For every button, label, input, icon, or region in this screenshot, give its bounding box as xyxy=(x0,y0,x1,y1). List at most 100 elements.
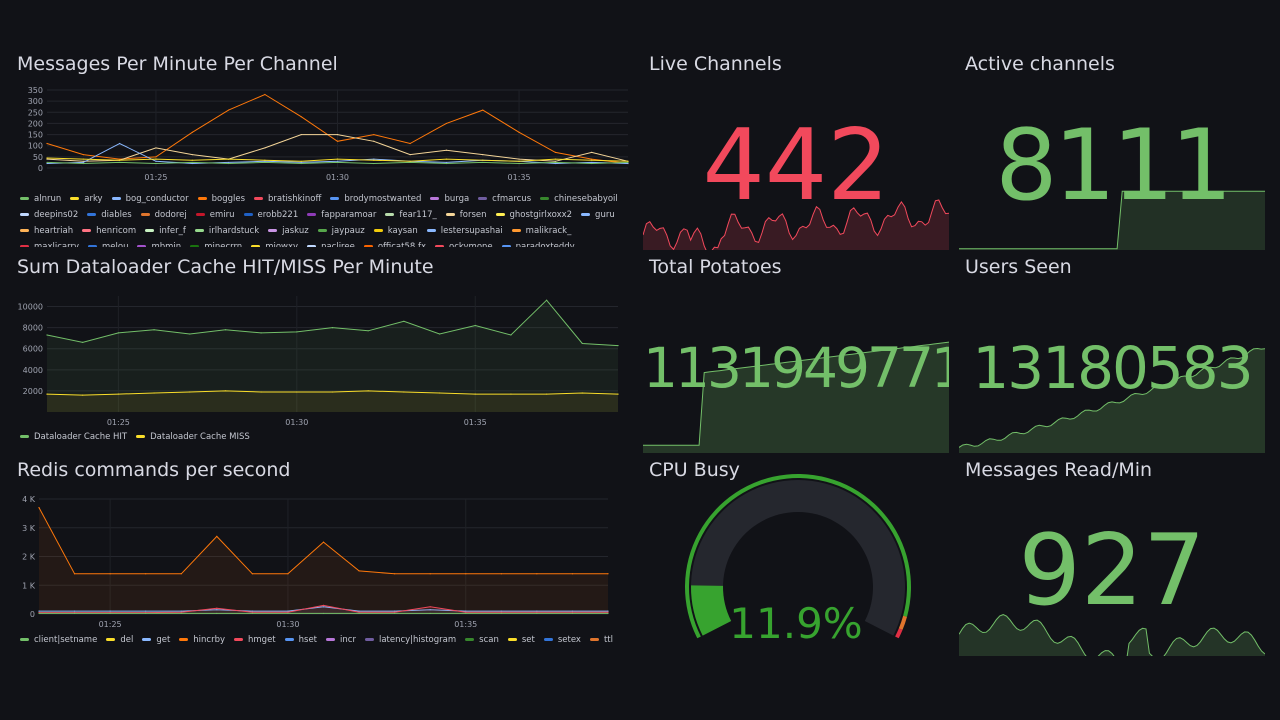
cpu-busy-panel[interactable]: CPU Busy 11.9% xyxy=(643,459,949,656)
legend-item[interactable]: ockymone xyxy=(435,239,493,247)
legend-swatch xyxy=(20,638,29,641)
legend-item[interactable]: brodymostwanted xyxy=(330,191,421,207)
legend-label: setex xyxy=(557,635,581,645)
data-point xyxy=(409,154,411,156)
legend-item[interactable]: set xyxy=(507,632,535,648)
legend-item[interactable]: erobb221 xyxy=(243,207,298,223)
legend-item[interactable]: bog_conductor xyxy=(111,191,189,207)
legend-item[interactable]: alnrun xyxy=(20,191,61,207)
legend-item[interactable]: nacliree xyxy=(307,239,355,247)
data-point xyxy=(373,133,375,136)
legend-item[interactable]: del xyxy=(106,632,133,648)
data-point xyxy=(300,160,302,162)
legend-item[interactable]: arky xyxy=(70,191,103,207)
users-seen-panel[interactable]: Users Seen 13180583 xyxy=(959,256,1265,453)
legend-item[interactable]: miowxy xyxy=(251,239,298,247)
legend-item[interactable]: Dataloader Cache HIT xyxy=(20,429,127,445)
legend-item[interactable]: chinesebabyoil xyxy=(540,191,618,207)
legend-label: nacliree xyxy=(321,242,355,247)
legend-item[interactable]: client|setname xyxy=(20,632,97,648)
live-channels-panel[interactable]: Live Channels 442 xyxy=(643,53,949,250)
data-point xyxy=(394,610,396,612)
legend-item[interactable]: cfmarcus xyxy=(478,191,531,207)
legend-item[interactable]: jaskuz xyxy=(268,223,309,239)
legend-swatch xyxy=(251,245,261,247)
legend-label: cfmarcus xyxy=(492,194,532,204)
legend-item[interactable]: emiru xyxy=(195,207,235,223)
messages-chart[interactable]: 350 300 250 200 150 100 50 0 01:25 01:30 01:35 xyxy=(17,86,630,186)
messages-panel[interactable]: Messages Per Minute Per Channel 350 300 25… xyxy=(17,53,630,247)
legend-item[interactable]: infer_f xyxy=(145,223,186,239)
legend-item[interactable]: kaysan xyxy=(373,223,418,239)
legend-swatch xyxy=(511,229,521,232)
messages-read-panel[interactable]: Messages Read/Min 927 xyxy=(959,459,1265,656)
data-point xyxy=(109,573,111,575)
data-point xyxy=(482,159,484,161)
legend-item[interactable]: bratishkinoff xyxy=(254,191,321,207)
legend-item[interactable]: guru xyxy=(581,207,615,223)
legend-swatch xyxy=(507,638,517,641)
legend-item[interactable]: officat58 fx xyxy=(363,239,426,247)
data-point xyxy=(119,142,121,145)
legend-label: Dataloader Cache HIT xyxy=(34,432,128,442)
data-point xyxy=(191,131,193,133)
data-point xyxy=(46,161,48,164)
legend-item[interactable]: irlhardstuck xyxy=(194,223,259,239)
legend-item[interactable]: maxlicarry xyxy=(20,239,79,247)
legend-item[interactable]: deepins02 xyxy=(20,207,78,223)
legend-swatch xyxy=(254,197,264,200)
legend-item[interactable]: forsen xyxy=(445,207,487,223)
y-tick-label: 350 xyxy=(28,86,43,95)
data-point xyxy=(155,147,157,149)
legend-item[interactable]: scan xyxy=(465,632,499,648)
legend-item[interactable]: Dataloader Cache MISS xyxy=(136,429,250,445)
legend-item[interactable]: diables xyxy=(87,207,132,223)
legend-item[interactable]: boggles xyxy=(197,191,245,207)
redis-chart[interactable]: 4 K 3 K 2 K 1 K 0 01:25 01:30 01:35 xyxy=(17,489,630,634)
legend-label: ockymone xyxy=(449,242,493,247)
data-point xyxy=(322,604,325,606)
legend-item[interactable]: incr xyxy=(326,632,356,648)
legend-item[interactable]: get xyxy=(142,632,170,648)
gauge-track xyxy=(691,480,905,636)
series-area xyxy=(39,507,608,614)
legend-item[interactable]: ttl xyxy=(589,632,613,648)
legend-item[interactable]: ghostgirlxoxx2 xyxy=(495,207,572,223)
legend-item[interactable]: heartriah xyxy=(20,223,73,239)
legend-item[interactable]: minecrrn xyxy=(190,239,242,247)
legend-item[interactable]: malikrack_ xyxy=(511,223,571,239)
data-point xyxy=(607,610,609,612)
legend-item[interactable]: mbmin xyxy=(137,239,181,247)
legend-item[interactable]: setex xyxy=(543,632,581,648)
legend-item[interactable]: jaypauz xyxy=(317,223,365,239)
redis-panel[interactable]: Redis commands per second 4 K 3 K 2 K 1 K 0 0… xyxy=(17,459,630,653)
legend-item[interactable]: burga xyxy=(430,191,469,207)
legend-item[interactable]: lestersupashai xyxy=(426,223,503,239)
active-channels-panel[interactable]: Active channels 8111 xyxy=(959,53,1265,250)
legend-swatch xyxy=(82,229,92,232)
legend-swatch xyxy=(363,245,373,247)
legend-item[interactable]: hincrby xyxy=(179,632,225,648)
legend-item[interactable]: fapparamoar xyxy=(307,207,376,223)
cache-panel[interactable]: Sum Dataloader Cache HIT/MISS Per Minute… xyxy=(17,256,630,450)
legend-item[interactable]: hmget xyxy=(234,632,276,648)
data-point xyxy=(82,154,84,156)
legend-label: paradoxteddy xyxy=(515,242,575,247)
data-point xyxy=(571,611,574,613)
data-point xyxy=(109,610,111,612)
legend-label: henricom xyxy=(96,226,137,236)
panel-title: Redis commands per second xyxy=(17,459,291,481)
data-point xyxy=(607,612,609,615)
data-point xyxy=(117,393,119,395)
legend-item[interactable]: dodorej xyxy=(140,207,187,223)
legend-item[interactable]: hset xyxy=(284,632,317,648)
cache-chart[interactable]: 10000 8000 6000 4000 2000 01:25 01:30 01:35 xyxy=(17,290,630,434)
legend-label: forsen xyxy=(459,210,487,220)
legend-item[interactable]: henricom xyxy=(82,223,136,239)
total-potatoes-panel[interactable]: Total Potatoes 1131949771 xyxy=(643,256,949,453)
legend-item[interactable]: melou xyxy=(88,239,128,247)
legend-item[interactable]: fear117_ xyxy=(385,207,437,223)
legend-item[interactable]: paradoxteddy xyxy=(501,239,575,247)
legend-item[interactable]: latency|histogram xyxy=(364,632,456,648)
panel-title: Live Channels xyxy=(649,53,782,75)
